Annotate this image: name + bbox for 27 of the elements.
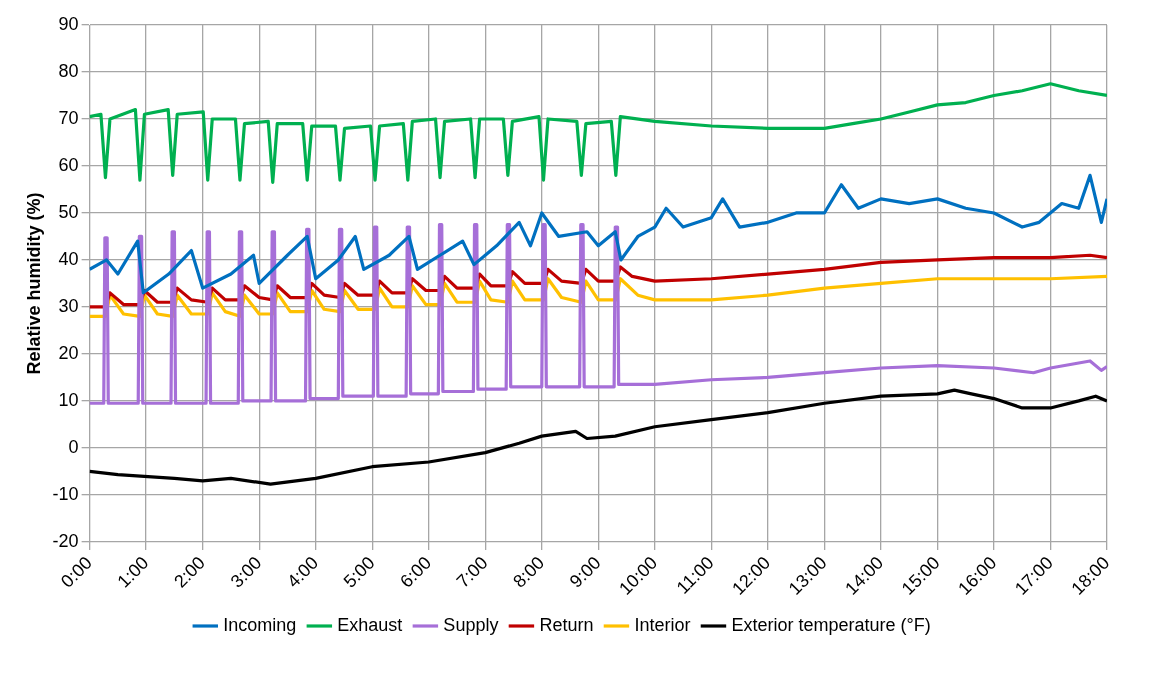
y-tick-label: 70 xyxy=(58,107,79,128)
legend-label: Exhaust xyxy=(337,614,403,635)
y-tick-label: 10 xyxy=(58,389,79,410)
legend-label: Exterior temperature (°F) xyxy=(731,614,931,635)
y-tick-label: 80 xyxy=(58,60,79,81)
y-tick-label: 50 xyxy=(58,201,79,222)
y-axis-title: Relative humidity (%) xyxy=(23,192,44,375)
y-tick-label: 0 xyxy=(68,436,79,457)
x-tick-label: 9:00 xyxy=(565,552,605,592)
x-tick-label: 0:00 xyxy=(57,552,96,592)
y-tick-label: 40 xyxy=(58,248,79,269)
x-tick-label: 7:00 xyxy=(452,552,492,592)
y-tick-label: 30 xyxy=(58,295,79,316)
y-tick-label: 20 xyxy=(58,342,79,363)
legend-label: Interior xyxy=(634,614,691,635)
y-tick-label: 90 xyxy=(58,13,79,34)
y-tick-label: -20 xyxy=(52,530,79,551)
x-tick-label: 5:00 xyxy=(339,552,379,592)
y-tick-label: -10 xyxy=(52,483,79,504)
x-tick-label: 8:00 xyxy=(509,552,549,592)
x-tick-label: 6:00 xyxy=(396,552,436,592)
legend-label: Supply xyxy=(443,614,499,635)
x-tick-label: 3:00 xyxy=(226,552,266,592)
y-tick-label: 60 xyxy=(58,154,79,175)
legend-label: Incoming xyxy=(223,614,297,635)
legend-label: Return xyxy=(539,614,594,635)
x-tick-label: 4:00 xyxy=(283,552,323,592)
